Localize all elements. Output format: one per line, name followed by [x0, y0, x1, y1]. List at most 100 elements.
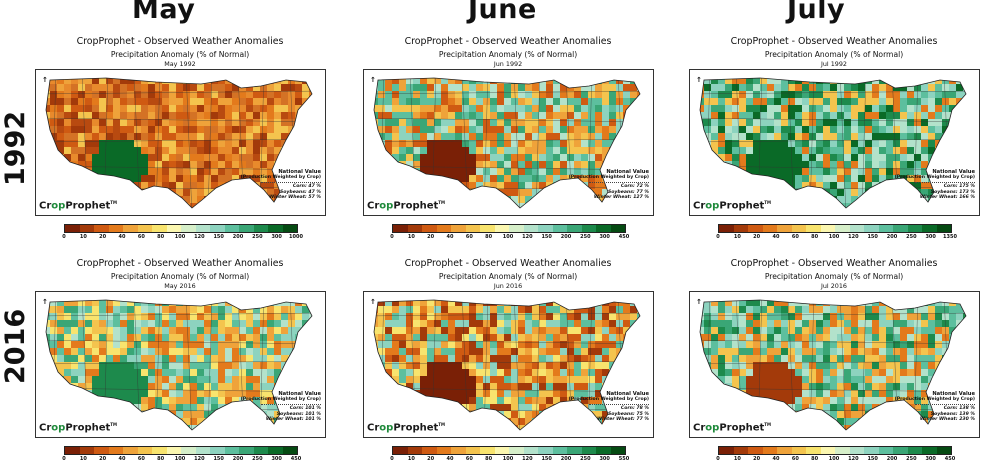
- map-cell: [127, 432, 134, 437]
- map-cell: [309, 140, 312, 147]
- map-cell: [113, 404, 120, 411]
- map-cell: [511, 161, 518, 168]
- map-cell: [970, 299, 977, 306]
- map-cell: [218, 84, 225, 91]
- map-cell: [50, 182, 57, 189]
- map-cell: [539, 161, 546, 168]
- map-cell: [204, 182, 211, 189]
- color-swatch: [733, 225, 748, 232]
- color-swatch: [596, 225, 611, 232]
- map-cell: [85, 376, 92, 383]
- map-cell: [788, 189, 795, 196]
- map-cell: [162, 84, 169, 91]
- map-cell: [455, 154, 462, 161]
- map-cell: [218, 390, 225, 397]
- map-cell: [323, 425, 325, 432]
- color-swatch: [596, 447, 611, 454]
- map-cell: [567, 154, 574, 161]
- map-cell: [711, 161, 718, 168]
- map-cell: [85, 362, 92, 369]
- map-cell: [595, 411, 602, 418]
- map-cell: [364, 355, 371, 362]
- map-cell: [623, 91, 630, 98]
- map-cell: [155, 161, 162, 168]
- map-cell: [385, 292, 392, 299]
- map-cell: [700, 182, 704, 189]
- map-cell: [746, 78, 753, 84]
- map-cell: [92, 161, 99, 168]
- map-cell: [525, 404, 532, 411]
- map-cell: [162, 182, 169, 189]
- color-swatch: [465, 225, 480, 232]
- map-cell: [630, 306, 637, 313]
- map-cell: [85, 306, 92, 313]
- map-cell: [476, 196, 483, 203]
- map-cell: [427, 306, 434, 313]
- map-cell: [462, 348, 469, 355]
- map-cell: [739, 133, 746, 140]
- map-cell: [630, 432, 637, 437]
- map-cell: [490, 313, 497, 320]
- map-cell: [623, 306, 630, 313]
- map-cell: [378, 411, 385, 418]
- map-cell: [36, 154, 43, 161]
- map-cell: [204, 119, 211, 126]
- map-cell: [57, 362, 64, 369]
- map-cell: [921, 140, 928, 147]
- map-cell: [36, 390, 43, 397]
- map-cell: [413, 369, 420, 376]
- map-cell: [581, 161, 588, 168]
- map-cell: [406, 292, 413, 299]
- map-cell: [595, 376, 602, 383]
- map-cell: [581, 119, 588, 126]
- map-cell: [588, 313, 595, 320]
- map-cell: [704, 133, 711, 140]
- map-cell: [190, 105, 197, 112]
- map-cell: [260, 362, 267, 369]
- map-cell: [85, 78, 92, 84]
- map-cell: [148, 196, 155, 203]
- map-cell: [448, 418, 455, 425]
- map-cell: [490, 404, 497, 411]
- map-cell: [963, 327, 966, 334]
- map-cell: [774, 133, 781, 140]
- state-border: [861, 78, 867, 208]
- map-cell: [504, 355, 511, 362]
- map-cell: [651, 77, 653, 84]
- map-cell: [497, 292, 504, 299]
- map-cell: [455, 175, 462, 182]
- map-cell: [434, 292, 441, 299]
- map-cell: [977, 320, 979, 327]
- map-cell: [455, 418, 462, 425]
- map-cell: [865, 78, 872, 84]
- map-cell: [267, 168, 274, 175]
- map-cell: [977, 306, 979, 313]
- map-cell: [511, 334, 518, 341]
- map-cell: [644, 341, 651, 348]
- map-cell: [434, 362, 441, 369]
- map-cell: [288, 91, 295, 98]
- map-cell: [85, 70, 92, 77]
- map-cell: [637, 112, 640, 119]
- map-cell: [844, 140, 851, 147]
- map-cell: [85, 112, 92, 119]
- map-cell: [225, 306, 232, 313]
- map-cell: [309, 112, 312, 119]
- map-cell: [816, 98, 823, 105]
- map-cell: [190, 341, 197, 348]
- map-cell: [183, 432, 190, 437]
- map-cell: [644, 112, 651, 119]
- map-cell: [490, 126, 497, 133]
- map-cell: [711, 147, 718, 154]
- map-cell: [732, 126, 739, 133]
- map-cell: [581, 154, 588, 161]
- color-swatch: [777, 225, 792, 232]
- map-cell: [609, 84, 616, 91]
- map-cell: [970, 203, 977, 210]
- map-cell: [844, 168, 851, 175]
- map-cell: [504, 189, 511, 196]
- map-cell: [928, 327, 935, 334]
- map-cell: [316, 91, 323, 98]
- cropprophet-logo: CropProphetTM: [39, 199, 118, 211]
- map-cell: [364, 105, 371, 112]
